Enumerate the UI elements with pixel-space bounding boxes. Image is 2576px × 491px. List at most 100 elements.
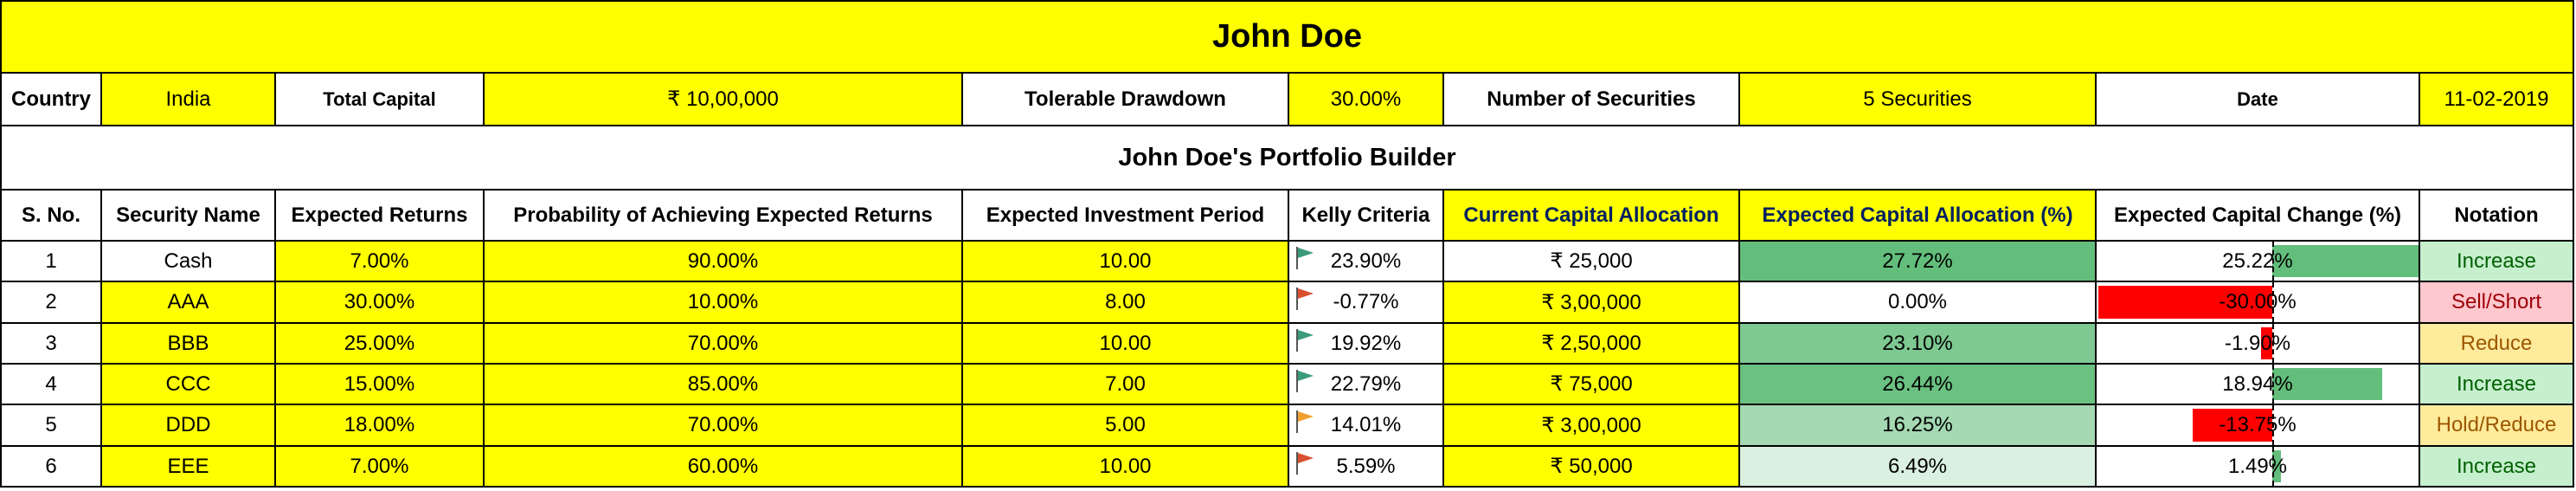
table-cell-text: 70.00% (687, 331, 759, 355)
table-cell-text: Reduce (2460, 331, 2533, 355)
table-cell-text: -0.77% (1333, 290, 1399, 313)
info-value: India (102, 74, 276, 126)
table-cell: ₹ 50,000 (1444, 447, 1740, 488)
column-header-text: Expected Capital Change (%) (2113, 203, 2402, 227)
table-cell-text: ₹ 50,000 (1550, 455, 1633, 478)
table-cell: 25.22% (2097, 242, 2420, 282)
table-cell-text: Hold/Reduce (2436, 413, 2557, 436)
table-cell-text: ₹ 2,50,000 (1541, 332, 1641, 355)
table-cell-text: Cash (164, 249, 213, 273)
table-cell-text: ₹ 3,00,000 (1541, 413, 1641, 437)
table-cell: 90.00% (485, 242, 963, 282)
table-cell-text: 18.94% (2222, 371, 2293, 396)
table-cell-text: 60.00% (687, 454, 759, 478)
column-header-text: Notation (2454, 203, 2539, 227)
column-header: Notation (2420, 191, 2574, 242)
table-cell-text: CCC (165, 371, 211, 396)
table-cell-text: 7.00% (350, 454, 409, 478)
table-cell: DDD (102, 405, 276, 447)
table-cell-text: 6.49% (1887, 454, 1948, 478)
flag-icon (1296, 287, 1314, 310)
table-cell: -13.75% (2097, 405, 2420, 447)
subtitle-cell-text: John Doe's Portfolio Builder (1118, 143, 1456, 171)
flag-icon (1296, 329, 1314, 352)
table-cell: -1.90% (2097, 324, 2420, 365)
table-cell-text: 30.00% (344, 290, 415, 313)
table-cell-text: 10.00 (1099, 331, 1152, 355)
table-cell-text: 7.00% (350, 249, 409, 273)
column-header-text: Kelly Criteria (1301, 203, 1430, 227)
info-value: 5 Securities (1740, 74, 2097, 126)
table-cell-text: 70.00% (687, 413, 759, 436)
table-cell-text: -30.00% (2219, 290, 2297, 313)
bar-axis (2272, 365, 2274, 404)
table-cell: 60.00% (485, 447, 963, 488)
table-cell: 10.00% (485, 282, 963, 324)
data-bar (2272, 245, 2419, 277)
table-cell: 18.94% (2097, 365, 2420, 405)
table-cell-text: 27.72% (1882, 249, 1953, 273)
info-value: 11-02-2019 (2420, 74, 2574, 126)
table-cell-text: DDD (165, 413, 211, 436)
table-cell-text: -1.90% (2224, 331, 2291, 355)
table-cell: Increase (2420, 242, 2574, 282)
table-cell-text: 8.00 (1105, 290, 1146, 313)
info-label: Tolerable Drawdown (963, 74, 1289, 126)
table-cell-text: 7.00 (1105, 371, 1146, 396)
data-bar (2098, 286, 2272, 319)
column-header: Probability of Achieving Expected Return… (485, 191, 963, 242)
info-value: 30.00% (1289, 74, 1444, 126)
table-cell: 10.00 (963, 324, 1289, 365)
table-cell-text: 6 (45, 454, 57, 478)
table-cell: 3 (0, 324, 102, 365)
column-header: S. No. (0, 191, 102, 242)
table-cell: CCC (102, 365, 276, 405)
table-cell: 26.44% (1740, 365, 2097, 405)
table-cell: 10.00 (963, 242, 1289, 282)
bar-axis (2272, 242, 2274, 281)
table-cell: 30.00% (276, 282, 485, 324)
table-cell: 25.00% (276, 324, 485, 365)
info-label: Country (0, 74, 102, 126)
table-cell: 23.90% (1289, 242, 1444, 282)
table-cell-text: ₹ 75,000 (1550, 372, 1633, 396)
title-cell: John Doe (0, 0, 2574, 74)
bar-axis (2272, 282, 2274, 322)
table-cell: Increase (2420, 447, 2574, 488)
table-cell-text: 1.49% (2227, 454, 2288, 478)
table-cell: 7.00% (276, 242, 485, 282)
table-cell-text: 10.00 (1099, 454, 1152, 478)
subtitle-cell: John Doe's Portfolio Builder (0, 126, 2574, 191)
table-cell: -0.77% (1289, 282, 1444, 324)
table-cell: 14.01% (1289, 405, 1444, 447)
table-cell: 19.92% (1289, 324, 1444, 365)
column-header-text: Expected Capital Allocation (%) (1762, 203, 2073, 227)
table-cell-text: 25.22% (2222, 249, 2293, 273)
info-label: Date (2097, 74, 2420, 126)
table-cell-text: 25.00% (344, 331, 415, 355)
table-cell: 70.00% (485, 405, 963, 447)
table-cell: -30.00% (2097, 282, 2420, 324)
table-cell: 70.00% (485, 324, 963, 365)
table-cell-text: ₹ 3,00,000 (1541, 290, 1641, 314)
table-cell: Cash (102, 242, 276, 282)
column-header: Expected Returns (276, 191, 485, 242)
info-label: Number of Securities (1444, 74, 1740, 126)
table-cell: EEE (102, 447, 276, 488)
info-label-text: Date (2237, 87, 2278, 110)
info-label-text: Total Capital (323, 87, 436, 110)
table-cell-text: 5 (45, 413, 57, 436)
column-header: Expected Capital Allocation (%) (1740, 191, 2097, 242)
bar-axis (2272, 324, 2274, 363)
column-header-text: Security Name (116, 203, 260, 227)
column-header-text: Probability of Achieving Expected Return… (513, 203, 933, 227)
table-cell-text: 10.00 (1099, 249, 1152, 273)
table-cell-text: 22.79% (1330, 371, 1402, 396)
table-cell: 85.00% (485, 365, 963, 405)
table-cell: Sell/Short (2420, 282, 2574, 324)
table-cell-text: 2 (45, 290, 57, 313)
table-cell: 1 (0, 242, 102, 282)
flag-icon (1296, 247, 1314, 269)
table-cell-text: 90.00% (687, 249, 759, 273)
table-cell-text: 19.92% (1330, 331, 1402, 355)
